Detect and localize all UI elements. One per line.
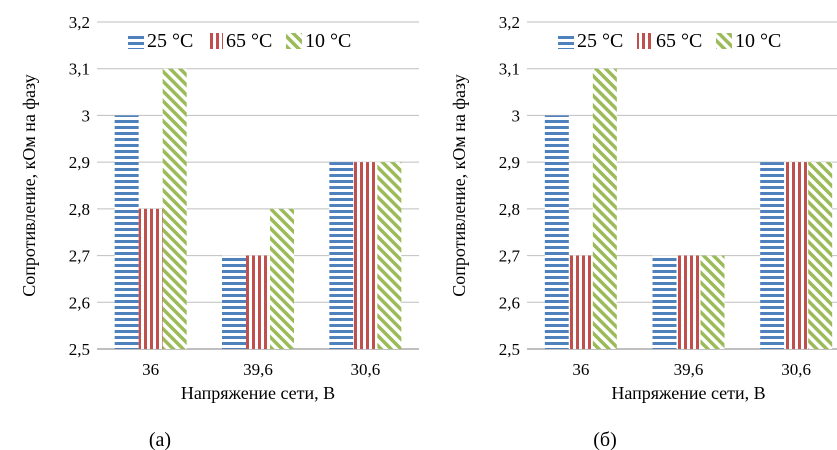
chart-panel-1: 2,5 2,6 2,7 2,8 2,9 3 3,1 3,2 36 39,6 30,6 Напряжен…	[19, 13, 419, 450]
y-tick-label: 2,8	[499, 200, 520, 219]
panel-caption: (б)	[593, 429, 617, 450]
legend-swatch	[558, 33, 574, 49]
bar	[222, 255, 246, 349]
x-axis-title: Напряжение сети, В	[611, 383, 765, 403]
bar	[329, 162, 354, 349]
x-tick-label: 30,6	[781, 360, 811, 379]
bar	[700, 255, 725, 349]
y-tick-label: 3,2	[69, 13, 90, 32]
legend-swatch	[716, 33, 732, 49]
bar	[353, 162, 378, 349]
y-tick-label: 2,9	[499, 153, 520, 172]
bar	[568, 255, 593, 349]
legend-label: 25 °C	[577, 30, 623, 52]
y-tick-label: 2,9	[69, 153, 90, 172]
y-tick-label: 2,6	[499, 293, 520, 312]
bar	[246, 255, 270, 349]
legend-swatch	[637, 33, 653, 49]
y-tick-label: 3,1	[69, 60, 90, 79]
bar	[592, 68, 617, 349]
legend: 25 °C 65 °C 10 °C	[128, 30, 351, 52]
y-tick-label: 2,7	[69, 247, 91, 266]
panel-caption: (а)	[149, 429, 171, 450]
legend: 25 °C 65 °C 10 °C	[558, 30, 781, 52]
x-tick-label: 39,6	[243, 360, 273, 379]
legend-swatch	[207, 33, 223, 49]
bar	[676, 255, 701, 349]
legend-label: 25 °C	[147, 30, 193, 52]
legend-label: 10 °C	[735, 30, 781, 52]
legend-label: 65 °C	[656, 30, 702, 52]
legend-label: 65 °C	[226, 30, 272, 52]
chart-panel-2: 2,5 2,6 2,7 2,8 2,9 3 3,1 3,2 36 39,6 30,6 Напряжен…	[449, 13, 837, 450]
y-tick-label: 2,5	[499, 340, 520, 359]
y-tick-label: 2,8	[69, 200, 90, 219]
y-tick-label: 2,5	[69, 340, 90, 359]
x-tick-label: 36	[572, 360, 589, 379]
bar	[760, 162, 785, 349]
y-axis-title: Сопротивление, кОм на фазу	[449, 74, 469, 297]
y-tick-label: 3	[512, 106, 521, 125]
x-tick-label: 39,6	[674, 360, 704, 379]
legend-swatch	[128, 33, 144, 49]
y-tick-label: 3,2	[499, 13, 520, 32]
y-tick-label: 2,6	[69, 293, 90, 312]
y-axis-title: Сопротивление, кОм на фазу	[19, 74, 39, 297]
bar	[808, 162, 833, 349]
legend-label: 10 °C	[305, 30, 351, 52]
legend-swatch	[286, 33, 302, 49]
y-tick-label: 2,7	[499, 247, 521, 266]
bar	[114, 115, 139, 349]
bar	[270, 208, 294, 349]
x-axis-title: Напряжение сети, В	[181, 383, 335, 403]
y-tick-label: 3	[82, 106, 91, 125]
y-tick-label: 3,1	[499, 60, 520, 79]
bar	[544, 115, 569, 349]
bar	[652, 255, 677, 349]
bar	[162, 68, 187, 349]
x-tick-label: 36	[142, 360, 159, 379]
bar	[784, 162, 809, 349]
bar	[138, 208, 163, 349]
bar	[377, 162, 402, 349]
x-tick-label: 30,6	[350, 360, 380, 379]
